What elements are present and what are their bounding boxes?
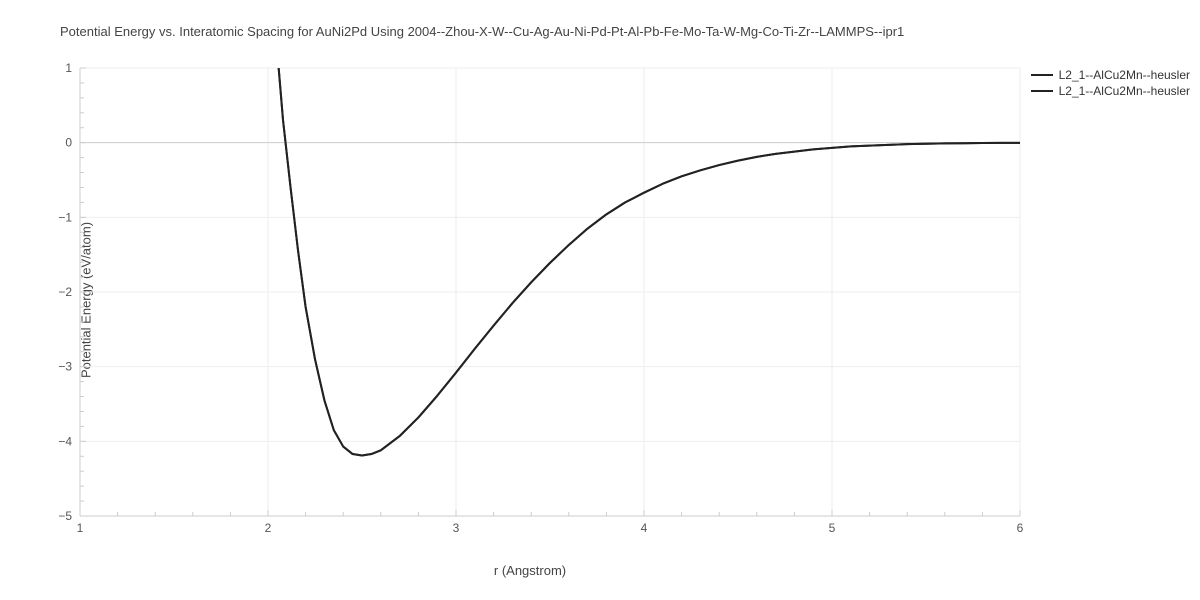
x-tick-label: 2 — [265, 521, 272, 535]
legend-item[interactable]: L2_1--AlCu2Mn--heusler — [1031, 68, 1190, 82]
plot-area: 123456−5−4−3−2−101 — [80, 68, 1020, 516]
legend-label: L2_1--AlCu2Mn--heusler — [1059, 68, 1190, 82]
series-line — [277, 53, 1020, 455]
legend-label: L2_1--AlCu2Mn--heusler — [1059, 84, 1190, 98]
y-tick-label: −4 — [58, 434, 72, 448]
chart-container: Potential Energy vs. Interatomic Spacing… — [0, 0, 1200, 600]
series-line — [277, 53, 1020, 455]
y-tick-label: 1 — [65, 61, 72, 75]
legend-item[interactable]: L2_1--AlCu2Mn--heusler — [1031, 84, 1190, 98]
x-tick-label: 6 — [1017, 521, 1024, 535]
legend-swatch — [1031, 90, 1053, 92]
plot-svg: 123456−5−4−3−2−101 — [80, 68, 1020, 516]
x-tick-label: 5 — [829, 521, 836, 535]
y-tick-label: −2 — [58, 285, 72, 299]
legend: L2_1--AlCu2Mn--heusler L2_1--AlCu2Mn--heu… — [1031, 68, 1190, 100]
y-tick-label: −1 — [58, 210, 72, 224]
legend-swatch — [1031, 74, 1053, 76]
x-tick-label: 1 — [77, 521, 84, 535]
y-tick-label: −3 — [58, 360, 72, 374]
x-axis-label: r (Angstrom) — [494, 563, 566, 578]
x-tick-label: 3 — [453, 521, 460, 535]
x-tick-label: 4 — [641, 521, 648, 535]
chart-title: Potential Energy vs. Interatomic Spacing… — [60, 24, 904, 39]
y-tick-label: 0 — [65, 136, 72, 150]
y-tick-label: −5 — [58, 509, 72, 523]
